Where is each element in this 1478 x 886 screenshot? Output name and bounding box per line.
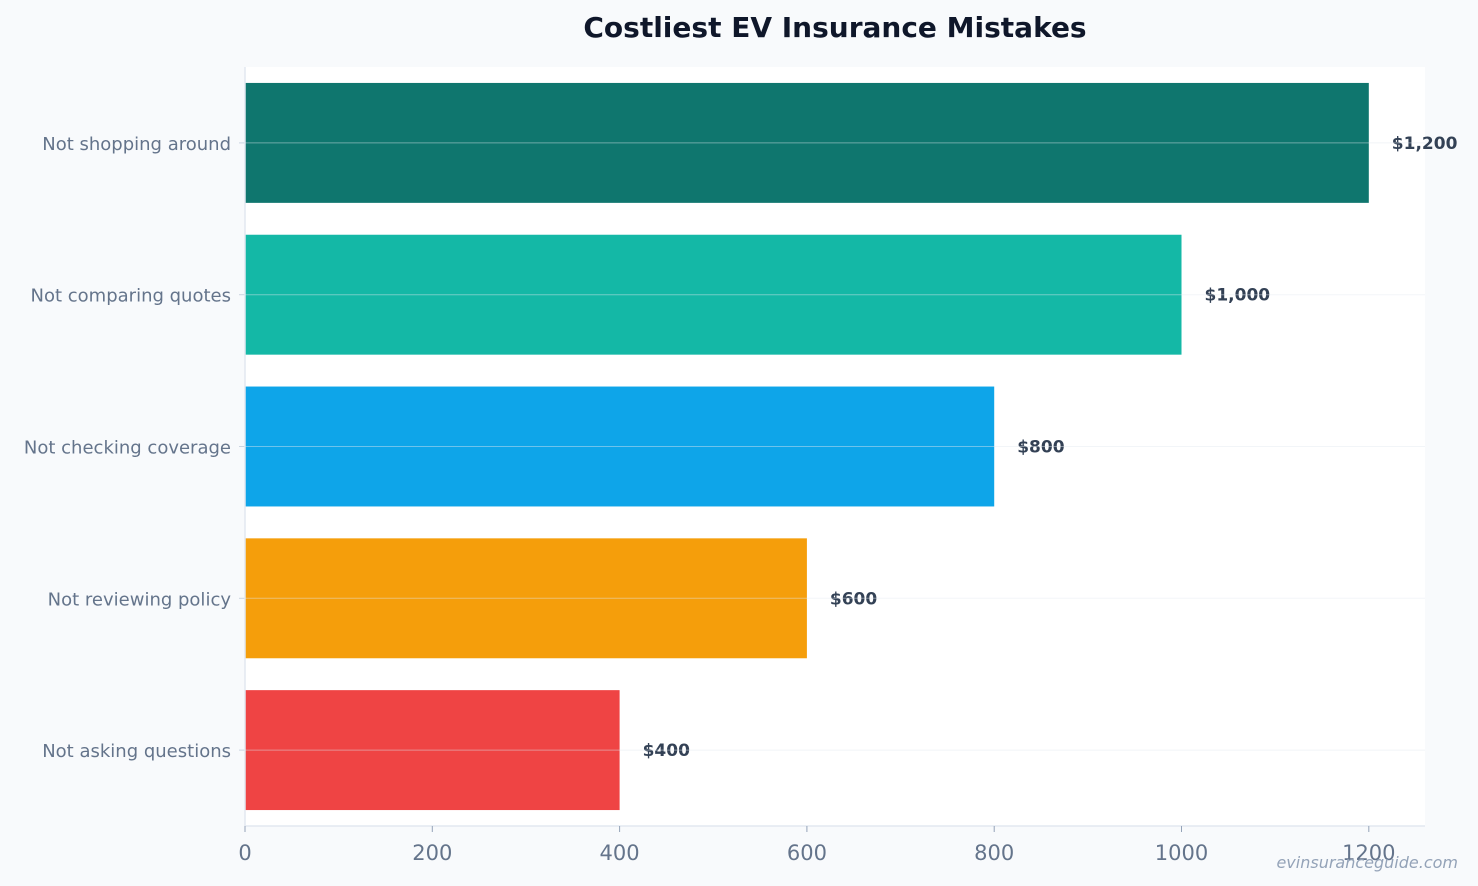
bar [245, 82, 1369, 203]
category-label: Not comparing quotes [31, 286, 231, 307]
x-tick-label: 1200 [1342, 841, 1395, 865]
x-tick-label: 0 [238, 841, 251, 865]
data-label: $400 [643, 741, 690, 761]
data-label: $1,200 [1392, 134, 1458, 154]
category-label: Not reviewing policy [48, 589, 232, 610]
x-tick-label: 400 [600, 841, 640, 865]
data-label: $800 [1017, 438, 1064, 458]
data-label: $1,000 [1205, 286, 1271, 306]
bar [245, 386, 995, 507]
category-label: Not asking questions [42, 741, 231, 762]
chart-title: Costliest EV Insurance Mistakes [583, 11, 1086, 44]
watermark: evinsuranceguide.com [1276, 853, 1458, 872]
x-tick-label: 200 [412, 841, 452, 865]
category-label: Not checking coverage [24, 438, 231, 459]
axes: Not shopping around Not comparing quotes N… [24, 67, 1425, 865]
x-tick-label: 1000 [1155, 841, 1208, 865]
bar [245, 690, 620, 811]
bars: $1,200 $1,000 $800 $600 $400 [245, 82, 1458, 811]
data-label: $600 [830, 589, 877, 609]
x-tick-label: 800 [974, 841, 1014, 865]
x-tick-label: 600 [787, 841, 827, 865]
category-label: Not shopping around [42, 134, 231, 155]
bar [245, 538, 807, 659]
bar [245, 234, 1182, 355]
